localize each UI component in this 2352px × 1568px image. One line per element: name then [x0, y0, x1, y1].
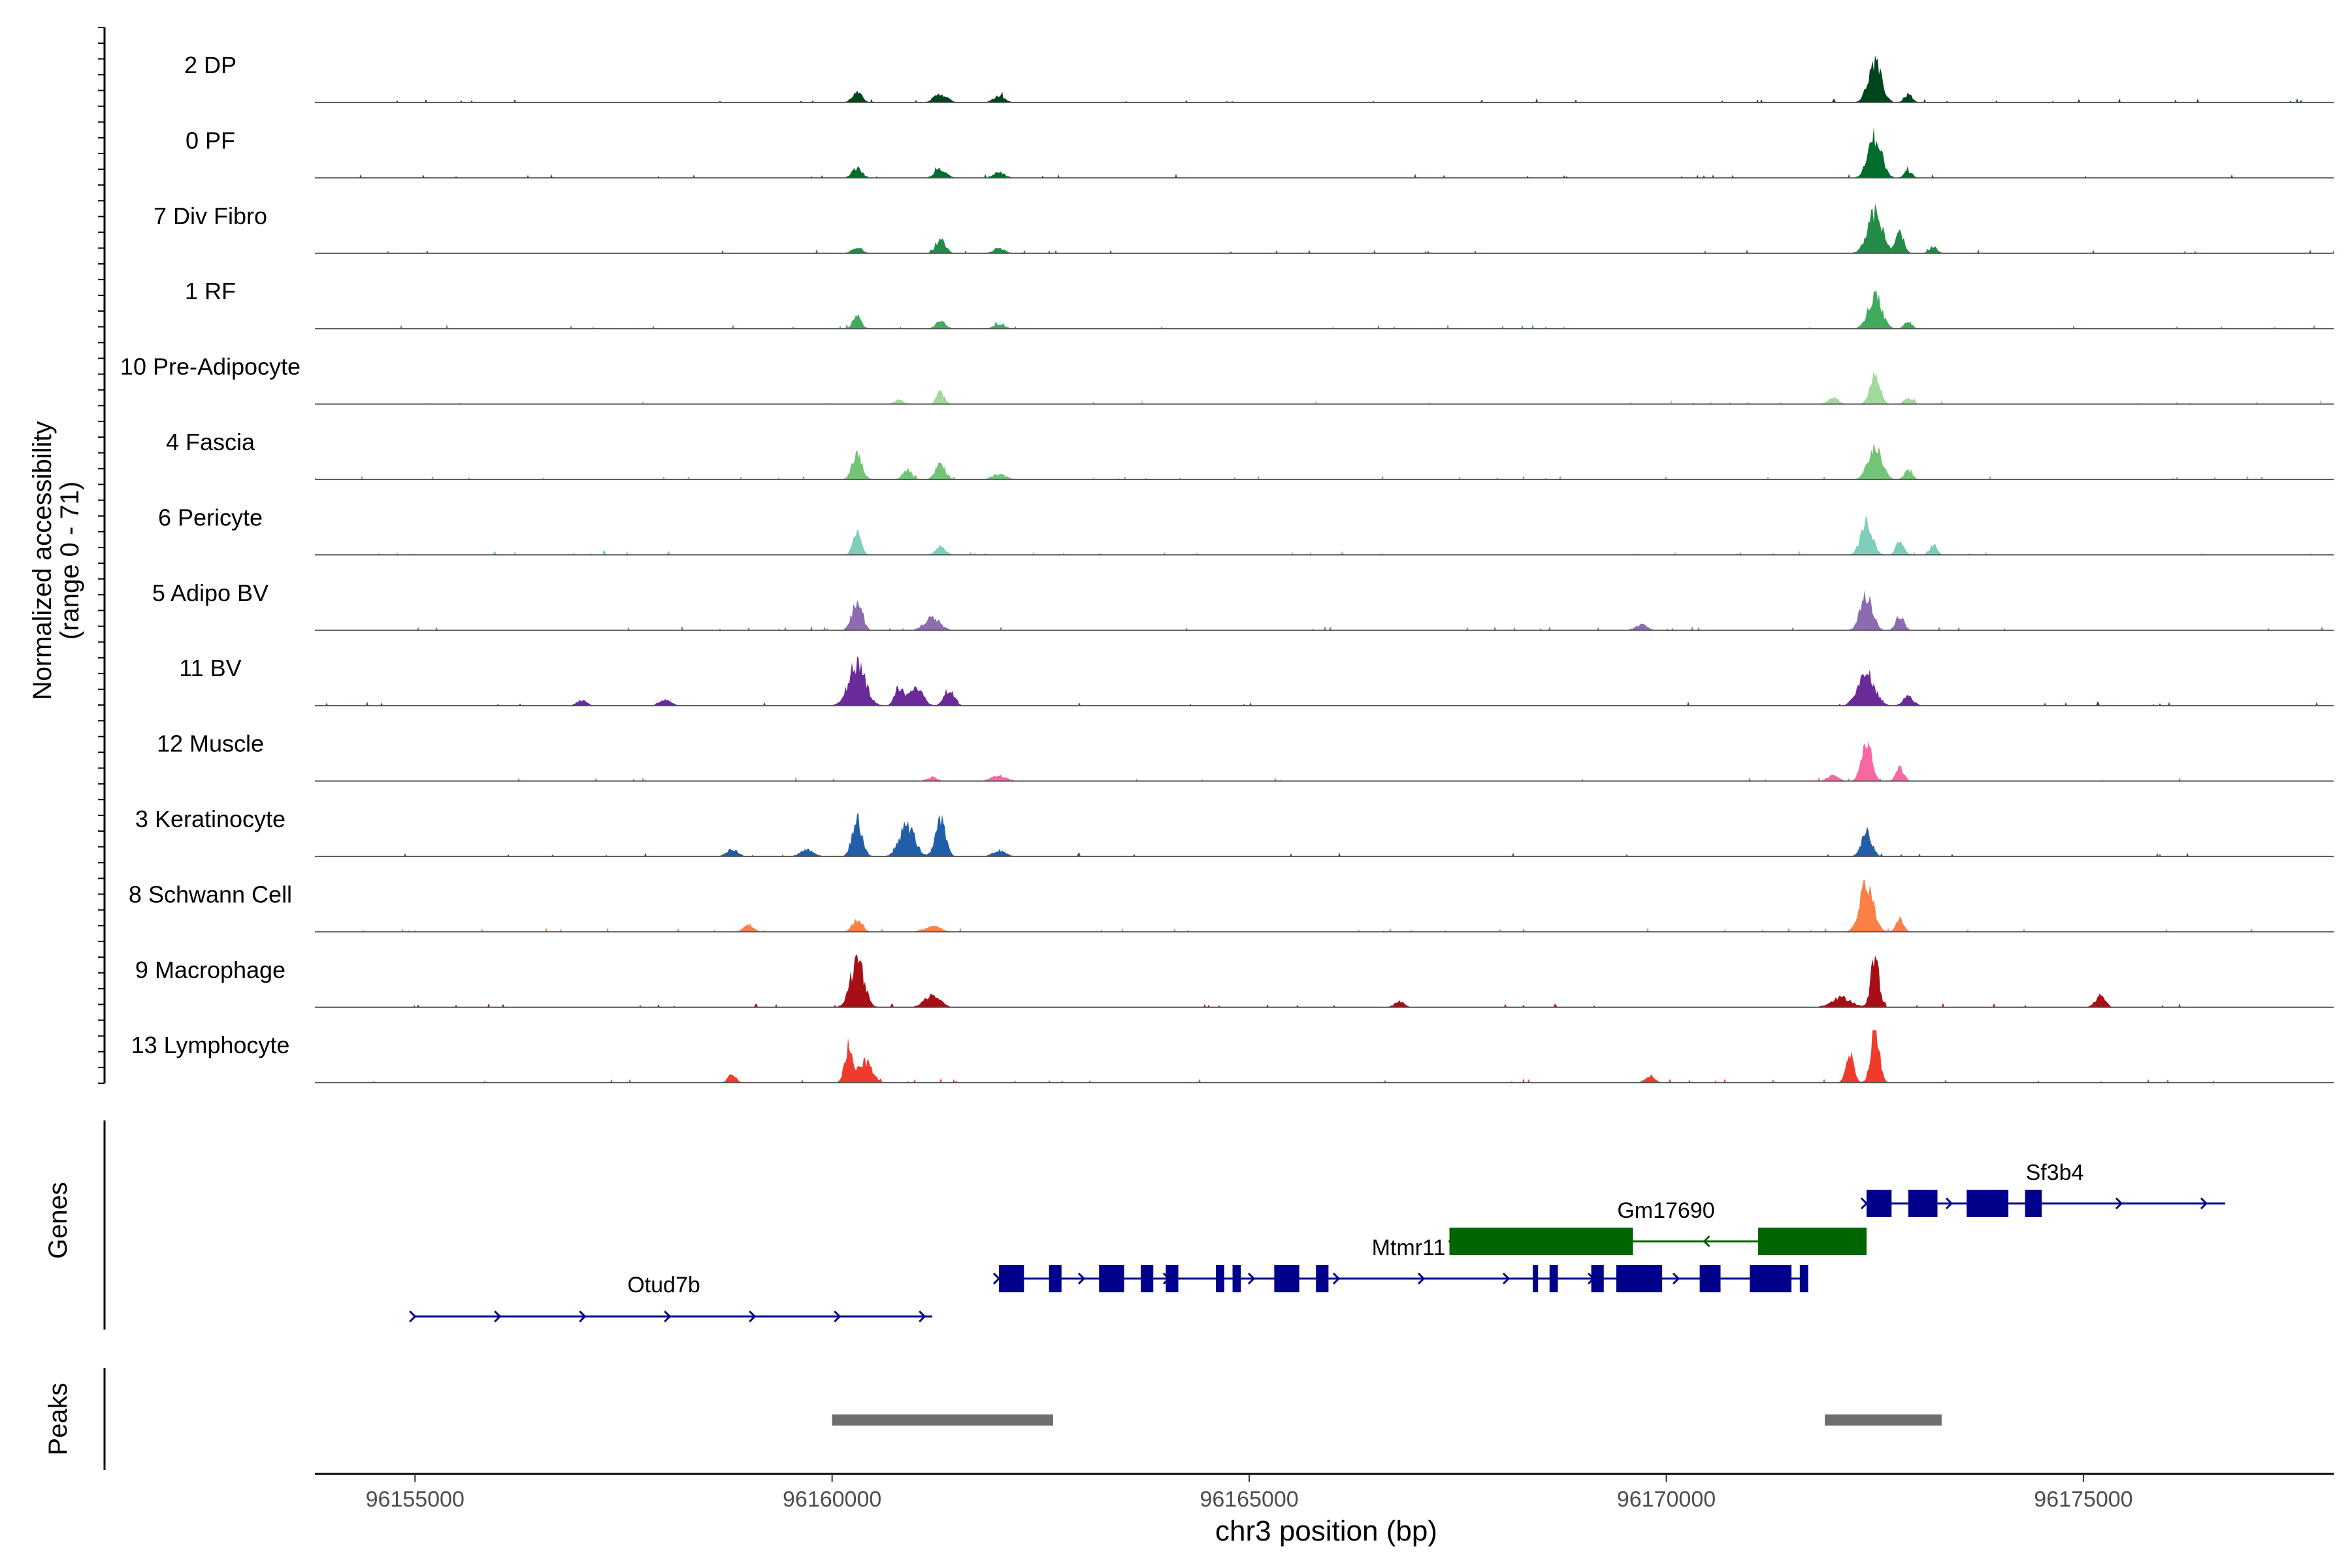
exon	[1216, 1265, 1224, 1292]
exon	[1699, 1265, 1721, 1292]
strand-arrow	[992, 1272, 1001, 1285]
track-label: 11 BV	[179, 655, 241, 681]
track-2-dp: 2 DP	[184, 52, 2334, 103]
x-axis-tick-label: 96175000	[2034, 1487, 2132, 1512]
exon	[999, 1265, 1024, 1292]
strand-arrow	[919, 1310, 926, 1323]
gene-otud7b: Otud7b	[409, 1273, 932, 1323]
exon	[1616, 1265, 1663, 1292]
gene-name-label: Gm17690	[1617, 1198, 1714, 1223]
track-label: 0 PF	[186, 127, 235, 154]
track-label: 6 Pericyte	[158, 504, 263, 531]
track-8-schwann-cell: 8 Schwann Cell	[129, 879, 2334, 933]
exon	[1549, 1265, 1558, 1292]
track-label: 8 Schwann Cell	[129, 881, 292, 907]
y-axis-label: Normalized accessibility	[28, 421, 57, 700]
x-axis-tick-label: 96155000	[366, 1487, 465, 1512]
gene-gm17690: Gm17690	[1448, 1198, 1867, 1255]
exon	[1099, 1265, 1124, 1292]
strand-arrow	[749, 1310, 757, 1323]
track-label: 1 RF	[185, 278, 236, 304]
peak-region-bar	[832, 1414, 1054, 1426]
track-13-lymphocyte: 13 Lymphocyte	[131, 1030, 2334, 1084]
exon	[1274, 1265, 1299, 1292]
coverage-tracks: 2 DP 0 PF 7 Div Fibro 1 RF 10 Pre-Adipocyte 4…	[120, 52, 2334, 1084]
strand-arrow	[409, 1310, 417, 1323]
exon	[2025, 1190, 2042, 1217]
strand-arrow	[2115, 1197, 2123, 1210]
strand-arrow	[1672, 1272, 1680, 1285]
gene-sf3b4: Sf3b4	[1860, 1160, 2226, 1217]
strand-arrow	[2200, 1197, 2208, 1210]
peak-region-bar	[1825, 1414, 1942, 1426]
track-0-pf: 0 PF	[186, 127, 2334, 179]
exon	[1750, 1265, 1792, 1292]
exon	[1449, 1228, 1633, 1255]
exon	[1757, 1228, 1867, 1255]
track-7-div-fibro: 7 Div Fibro	[154, 203, 2334, 254]
track-9-macrophage: 9 Macrophage	[135, 955, 2334, 1008]
exon	[1967, 1190, 2009, 1217]
gene-annotation-panel: Otud7b Mtmr11 Gm17690 Sf3b4	[409, 1160, 2226, 1323]
track-label: 10 Pre-Adipocyte	[120, 353, 301, 380]
track-3-keratinocyte: 3 Keratinocyte	[135, 806, 2334, 857]
peak-region-panel	[832, 1414, 1942, 1426]
exon	[1866, 1190, 1892, 1217]
exon	[1591, 1265, 1604, 1292]
track-4-fascia: 4 Fascia	[166, 429, 2334, 480]
strand-arrow	[494, 1310, 502, 1323]
exon	[1141, 1265, 1154, 1292]
exon	[1799, 1265, 1808, 1292]
track-label: 12 Muscle	[157, 730, 264, 757]
track-label: 4 Fascia	[166, 429, 255, 455]
track-12-muscle: 12 Muscle	[157, 730, 2334, 782]
strand-arrow	[1417, 1272, 1426, 1285]
track-label: 9 Macrophage	[135, 956, 286, 983]
strand-arrow	[1247, 1272, 1256, 1285]
gene-mtmr11: Mtmr11	[992, 1235, 1808, 1292]
strand-arrow	[579, 1310, 587, 1323]
track-label: 3 Keratinocyte	[135, 806, 286, 832]
strand-arrow	[664, 1310, 672, 1323]
peaks-panel-label: Peaks	[44, 1382, 73, 1455]
track-11-bv: 11 BV	[179, 655, 2334, 707]
x-axis-tick-label: 96165000	[1200, 1487, 1298, 1512]
exon	[1533, 1265, 1539, 1292]
exon	[1908, 1190, 1938, 1217]
gene-name-label: Otud7b	[627, 1273, 700, 1298]
track-label: 7 Div Fibro	[154, 203, 267, 229]
exon	[1166, 1265, 1179, 1292]
x-axis-tick-label: 96160000	[783, 1487, 881, 1512]
exon	[1049, 1265, 1062, 1292]
axes: 96155000 96160000 96165000 96170000 96175000	[98, 27, 2334, 1512]
x-axis-tick-label: 96170000	[1617, 1487, 1716, 1512]
track-label: 5 Adipo BV	[152, 580, 269, 606]
strand-arrow	[1502, 1272, 1511, 1285]
track-label: 13 Lymphocyte	[131, 1032, 290, 1058]
track-6-pericyte: 6 Pericyte	[158, 504, 2334, 556]
strand-arrow	[1945, 1197, 1953, 1210]
track-1-rf: 1 RF	[185, 278, 2334, 330]
track-5-adipo-bv: 5 Adipo BV	[152, 580, 2334, 631]
strand-arrow	[834, 1310, 841, 1323]
gene-name-label: Mtmr11	[1372, 1235, 1446, 1260]
x-axis-label: chr3 position (bp)	[1215, 1515, 1437, 1547]
strand-arrow	[1332, 1272, 1341, 1285]
track-10-pre-adipocyte: 10 Pre-Adipocyte	[120, 353, 2334, 405]
strand-arrow	[1703, 1235, 1710, 1248]
track-label: 2 DP	[184, 52, 237, 78]
strand-arrow	[1077, 1272, 1086, 1285]
gene-name-label: Sf3b4	[2026, 1160, 2084, 1185]
y-axis-label-range: (range 0 - 71)	[56, 482, 84, 640]
genes-panel-label: Genes	[44, 1182, 73, 1259]
exon	[1316, 1265, 1329, 1292]
exon	[1232, 1265, 1241, 1292]
